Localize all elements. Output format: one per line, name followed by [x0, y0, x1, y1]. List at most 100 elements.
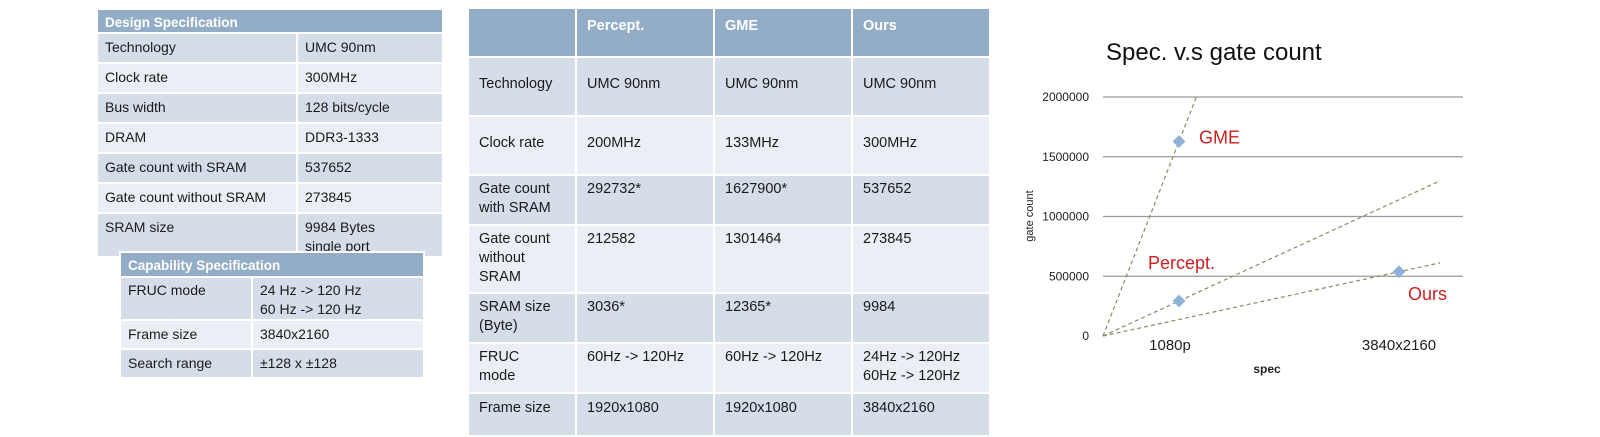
comparison-cell: 3840x2160 — [851, 392, 991, 437]
design-row-value: 128 bits/cycle — [296, 92, 444, 124]
comparison-cell: 273845 — [851, 224, 991, 294]
capability-row-label: Search range — [119, 348, 253, 379]
comparison-cell: 1301464 — [713, 224, 853, 294]
comparison-row-label: Clock rate — [467, 115, 577, 176]
capability-row-label: FRUC mode — [119, 276, 253, 321]
comparison-cell: UMC 90nm — [575, 56, 715, 117]
comparison-cell: 12365* — [713, 292, 853, 344]
comparison-cell: 300MHz — [851, 115, 991, 176]
comparison-cell: 537652 — [851, 174, 991, 226]
design-row-value: 9984 Bytes single port — [296, 212, 444, 258]
design-row-label: Technology — [96, 32, 298, 64]
comparison-cell: 133MHz — [713, 115, 853, 176]
capability-spec-table: Capability Specification FRUC mode 24 Hz… — [118, 251, 426, 379]
chart-x-tick-label: 1080p — [1149, 337, 1191, 354]
chart-trend-line — [1102, 181, 1439, 337]
comparison-header-ours: Ours — [851, 7, 991, 58]
design-row-label: DRAM — [96, 122, 298, 154]
capability-spec-header: Capability Specification — [118, 251, 426, 278]
comparison-cell: 60Hz -> 120Hz — [575, 342, 715, 394]
spec-vs-gate-count-chart: Spec. v.s gate count 0 500000 1000000 15000… — [1024, 39, 1463, 376]
chart-trend-line — [1102, 94, 1198, 337]
chart-points — [1172, 135, 1406, 308]
design-row-label: Clock rate — [96, 62, 298, 94]
capability-row-label: Frame size — [119, 319, 253, 350]
comparison-cell: 1920x1080 — [575, 392, 715, 437]
comparison-header-gme: GME — [713, 7, 853, 58]
table-row: FRUC mode 24 Hz -> 120 Hz 60 Hz -> 120 H… — [119, 276, 426, 321]
table-row: Technology UMC 90nm UMC 90nm UMC 90nm — [467, 56, 991, 117]
chart-point-labels: GME Percept. Ours — [1148, 127, 1447, 303]
design-row-label: Bus width — [96, 92, 298, 124]
table-row: Clock rate 300MHz — [96, 62, 444, 94]
table-row: Technology UMC 90nm — [96, 32, 444, 64]
table-row: Bus width 128 bits/cycle — [96, 92, 444, 124]
comparison-row-label: SRAM size (Byte) — [467, 292, 577, 344]
capability-row-value: 24 Hz -> 120 Hz 60 Hz -> 120 Hz — [250, 276, 426, 321]
table-row: Frame size 3840x2160 — [119, 319, 426, 350]
table-row: SRAM size 9984 Bytes single port — [96, 212, 444, 258]
chart-x-axis-label: spec — [1253, 362, 1281, 376]
design-row-value: DDR3-1333 — [296, 122, 444, 154]
chart-point-label: Percept. — [1148, 253, 1215, 273]
chart-y-tick-label: 2000000 — [1042, 90, 1089, 104]
comparison-cell: 200MHz — [575, 115, 715, 176]
chart-y-axis-label: gate count — [1024, 190, 1036, 241]
chart-y-tick-label: 0 — [1082, 329, 1089, 343]
chart-point-label: Ours — [1408, 284, 1447, 304]
design-row-value: 537652 — [296, 152, 444, 184]
chart-point — [1172, 135, 1186, 148]
chart-title: Spec. v.s gate count — [1106, 39, 1322, 66]
table-row: Clock rate 200MHz 133MHz 300MHz — [467, 115, 991, 176]
table-row: Frame size 1920x1080 1920x1080 3840x2160 — [467, 392, 991, 437]
chart-y-tick-label: 1500000 — [1042, 150, 1089, 164]
table-row: Gate count without SRAM 212582 1301464 2… — [467, 224, 991, 294]
comparison-cell: 60Hz -> 120Hz — [713, 342, 853, 394]
design-spec-header: Design Specification — [96, 8, 444, 34]
comparison-row-label: Frame size — [467, 392, 577, 437]
design-row-label: Gate count without SRAM — [96, 182, 298, 214]
table-row: DRAM DDR3-1333 — [96, 122, 444, 154]
table-row: SRAM size (Byte) 3036* 12365* 9984 — [467, 292, 991, 344]
chart-x-ticks: 1080p 3840x2160 — [1149, 337, 1436, 354]
comparison-cell: 9984 — [851, 292, 991, 344]
chart-point — [1172, 294, 1186, 308]
capability-row-value: 3840x2160 — [250, 319, 426, 350]
chart-x-tick-label: 3840x2160 — [1362, 337, 1436, 354]
chart-trend-lines — [1102, 94, 1441, 337]
table-row: Gate count with SRAM 537652 — [96, 152, 444, 184]
comparison-header-empty — [467, 7, 577, 58]
comparison-row-label: FRUC mode — [467, 342, 577, 394]
chart-y-tick-label: 1000000 — [1042, 210, 1089, 224]
comparison-header-row: Percept. GME Ours — [467, 7, 991, 58]
design-row-value: UMC 90nm — [296, 32, 444, 64]
comparison-cell: UMC 90nm — [851, 56, 991, 117]
comparison-cell: 292732* — [575, 174, 715, 226]
comparison-cell: 1627900* — [713, 174, 853, 226]
comparison-table: Percept. GME Ours Technology UMC 90nm UM… — [467, 7, 991, 437]
table-row: Search range ±128 x ±128 — [119, 348, 426, 379]
design-row-value: 300MHz — [296, 62, 444, 94]
table-row: Gate count with SRAM 292732* 1627900* 53… — [467, 174, 991, 226]
comparison-header-percept: Percept. — [575, 7, 715, 58]
comparison-cell: UMC 90nm — [713, 56, 853, 117]
table-row: Gate count without SRAM 273845 — [96, 182, 444, 214]
chart-y-ticks: 0 500000 1000000 1500000 2000000 — [1042, 90, 1089, 343]
chart-y-tick-label: 500000 — [1049, 269, 1089, 283]
design-spec-table: Design Specification Technology UMC 90nm… — [96, 8, 444, 258]
comparison-cell: 212582 — [575, 224, 715, 294]
chart-grid — [1103, 96, 1463, 277]
design-row-label: Gate count with SRAM — [96, 152, 298, 184]
chart-trend-line — [1102, 262, 1441, 337]
design-row-label: SRAM size — [96, 212, 298, 258]
comparison-row-label: Gate count without SRAM — [467, 224, 577, 294]
comparison-cell: 24Hz -> 120Hz 60Hz -> 120Hz — [851, 342, 991, 394]
table-row: FRUC mode 60Hz -> 120Hz 60Hz -> 120Hz 24… — [467, 342, 991, 394]
comparison-row-label: Technology — [467, 56, 577, 117]
comparison-cell: 3036* — [575, 292, 715, 344]
capability-row-value: ±128 x ±128 — [250, 348, 426, 379]
design-row-value: 273845 — [296, 182, 444, 214]
chart-point-label: GME — [1199, 127, 1240, 147]
comparison-cell: 1920x1080 — [713, 392, 853, 437]
comparison-row-label: Gate count with SRAM — [467, 174, 577, 226]
